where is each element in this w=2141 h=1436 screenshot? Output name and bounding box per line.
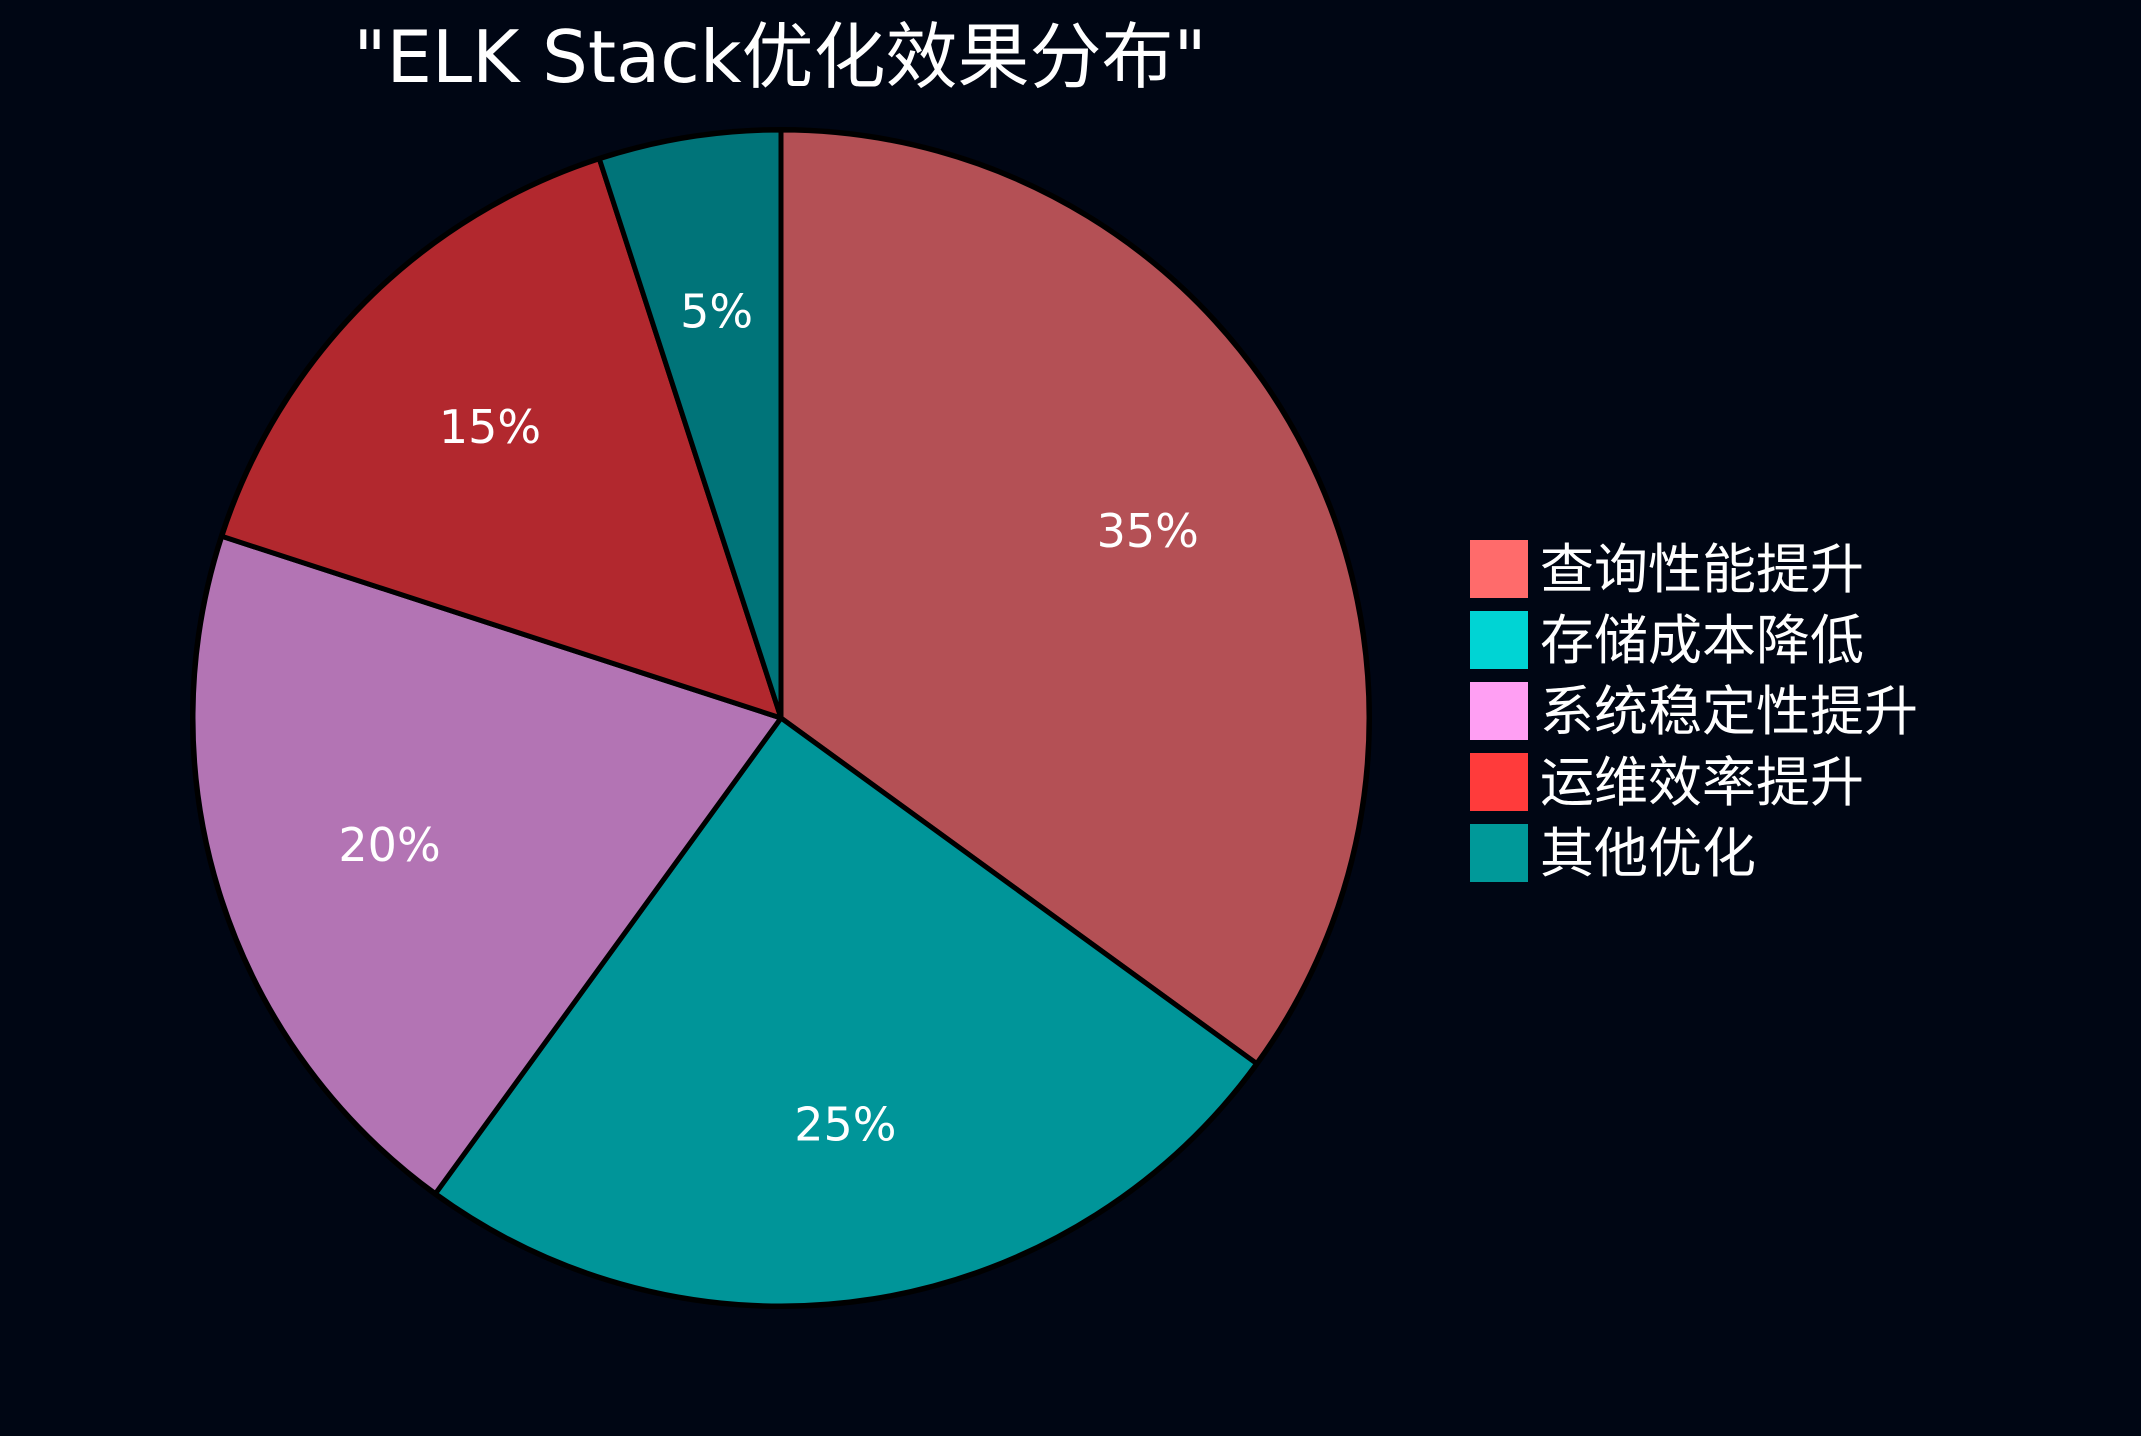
slice-value-label: 25% (794, 1098, 896, 1152)
legend-label: 存储成本降低 (1540, 609, 1864, 672)
slice-value-label: 35% (1097, 504, 1199, 558)
slice-value-label: 15% (439, 400, 541, 454)
legend-label: 其他优化 (1540, 822, 1756, 885)
legend-label: 查询性能提升 (1540, 538, 1864, 601)
pie-slice-4 (219, 156, 784, 721)
legend-swatch (1470, 824, 1528, 882)
slice-value-label: 5% (680, 284, 753, 338)
slice-value-label: 20% (338, 818, 440, 872)
legend-swatch (1470, 611, 1528, 669)
legend-swatch (1470, 753, 1528, 811)
legend-label: 运维效率提升 (1540, 751, 1864, 814)
pie-slice-5 (596, 127, 784, 721)
pie-value-labels: 35% 25% 20% 15% 5% (338, 284, 1198, 1151)
legend-label: 系统稳定性提升 (1540, 680, 1918, 743)
pie-slice-3 (190, 533, 784, 1197)
pie-slices (190, 127, 1372, 1309)
pie-slice-2 (432, 715, 1260, 1309)
legend-swatch (1470, 682, 1528, 740)
pie-slice-1 (778, 127, 1372, 1067)
chart-title: "ELK Stack优化效果分布" (353, 15, 1206, 99)
legend-swatch (1470, 540, 1528, 598)
